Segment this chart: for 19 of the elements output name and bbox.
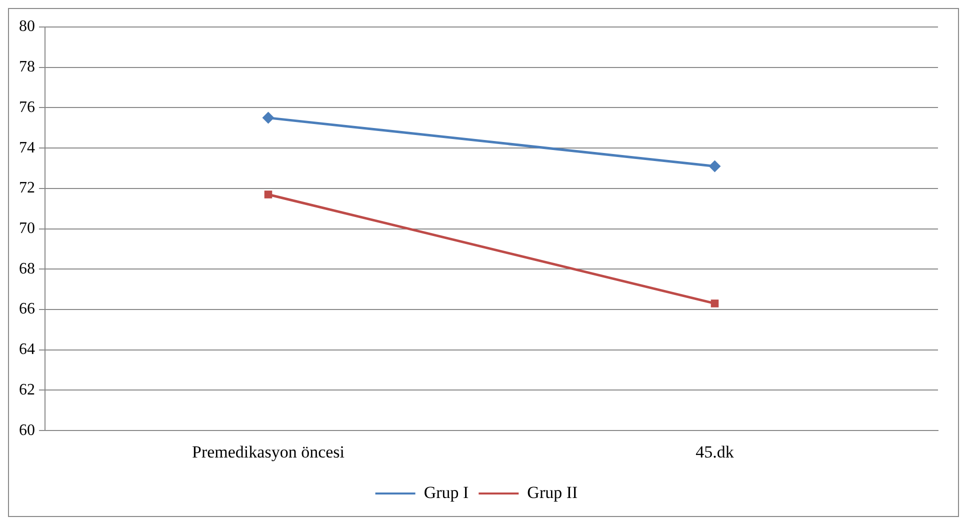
y-tick-label: 70 <box>19 220 35 238</box>
legend-label: Grup I <box>424 482 470 502</box>
point <box>710 300 719 308</box>
y-tick-label: 76 <box>19 98 35 116</box>
y-tick-label: 72 <box>19 180 35 197</box>
y-tick-label: 74 <box>19 139 35 156</box>
y-tick-label: 80 <box>19 18 35 36</box>
y-tick-label: 60 <box>19 422 35 439</box>
x-tick-label: 45.dk <box>696 442 734 462</box>
point <box>264 190 272 198</box>
legend-label: Grup II <box>527 482 578 502</box>
x-tick-label: Premedikasyon öncesi <box>192 442 345 462</box>
point <box>708 160 721 172</box>
y-tick-label: 66 <box>19 300 35 318</box>
point <box>262 112 274 124</box>
y-tick-label: 62 <box>19 381 35 398</box>
y-tick-label: 64 <box>19 341 35 358</box>
y-tick-label: 68 <box>19 260 35 278</box>
y-tick-label: 78 <box>19 58 35 76</box>
